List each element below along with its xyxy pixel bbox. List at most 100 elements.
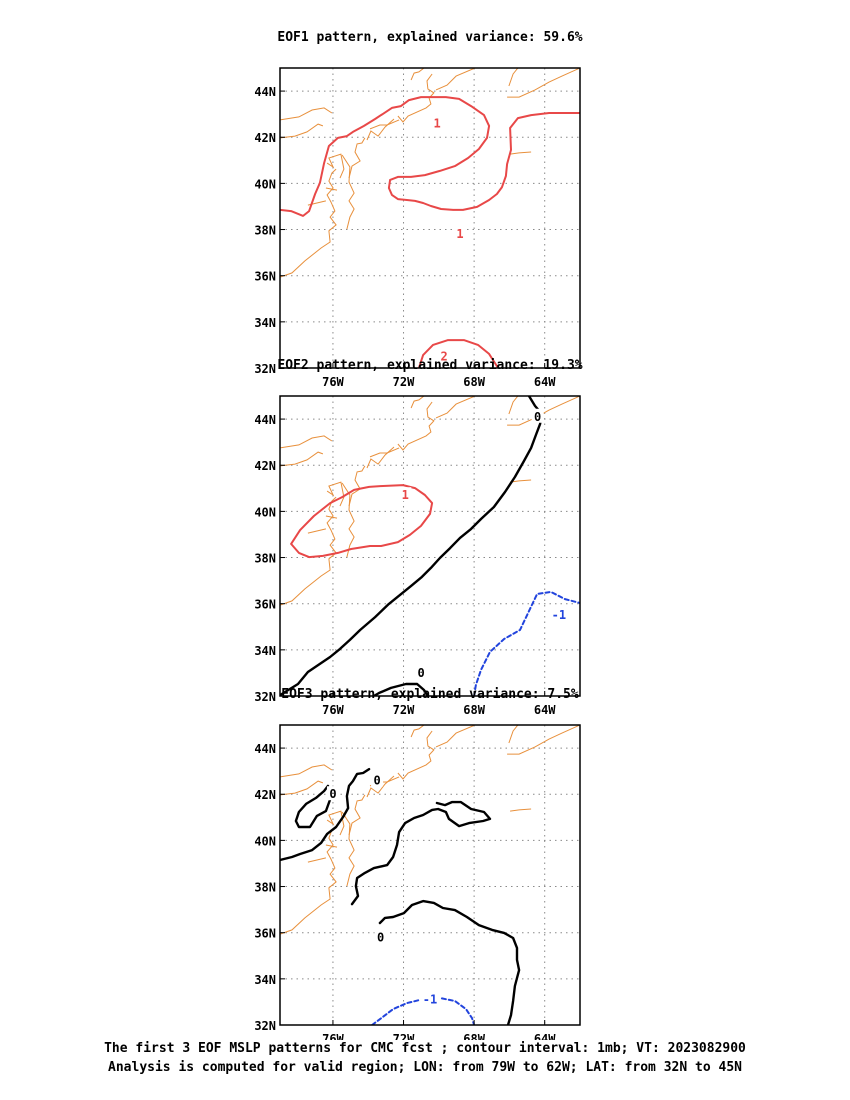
contour-label-mask bbox=[415, 664, 428, 679]
y-tick-label: 34N bbox=[254, 973, 276, 987]
coastline-segment bbox=[326, 481, 345, 507]
coastline-segment bbox=[325, 844, 338, 848]
y-tick-label: 40N bbox=[254, 505, 276, 519]
y-tick-label: 36N bbox=[254, 927, 276, 941]
panel-title: EOF3 pattern, explained variance: 7.5% bbox=[281, 687, 579, 702]
coastline-segment bbox=[280, 764, 333, 778]
coastline-segment bbox=[325, 187, 338, 191]
contour-label-mask bbox=[371, 772, 384, 787]
grid-lines bbox=[280, 725, 580, 1026]
plot-frame bbox=[279, 395, 581, 697]
coastline-segment bbox=[410, 725, 425, 738]
coastline-segment bbox=[326, 810, 345, 836]
coastline-segment bbox=[348, 137, 366, 179]
y-tick-label: 44N bbox=[254, 85, 276, 99]
coastline-segment bbox=[508, 725, 519, 744]
y-tick-label: 44N bbox=[254, 742, 276, 756]
y-tick-label: 34N bbox=[254, 316, 276, 330]
coastline-segment bbox=[280, 123, 324, 139]
panel-title: EOF2 pattern, explained variance: 19.3% bbox=[277, 358, 582, 373]
coastline-segment bbox=[369, 447, 400, 458]
contour-label-mask bbox=[438, 348, 451, 363]
y-tick-label: 44N bbox=[254, 413, 276, 427]
caption-line-1: The first 3 EOF MSLP patterns for CMC fc… bbox=[104, 1041, 746, 1056]
coastline-segment bbox=[510, 808, 532, 812]
contour-positive bbox=[280, 96, 580, 217]
contour-lines bbox=[280, 96, 580, 368]
y-tick-label: 36N bbox=[254, 270, 276, 284]
contour-zero bbox=[378, 899, 521, 1025]
coastline-segment bbox=[507, 725, 580, 755]
coastline-segment bbox=[341, 154, 355, 230]
coastline-segment bbox=[280, 451, 324, 467]
contour-lines bbox=[280, 396, 580, 696]
coastline-segment bbox=[307, 857, 327, 863]
coastline-segment bbox=[348, 794, 366, 836]
coastline-segment bbox=[326, 153, 345, 179]
x-tick-label: 72W bbox=[393, 1032, 415, 1040]
contour-label-mask bbox=[548, 607, 569, 622]
contour-negative bbox=[473, 590, 580, 696]
y-tick-label: 42N bbox=[254, 788, 276, 802]
y-tick-label: 38N bbox=[254, 552, 276, 566]
coastline-segment bbox=[435, 725, 476, 748]
coastline-segment bbox=[280, 780, 324, 796]
contour-zero bbox=[280, 767, 371, 862]
y-tick-label: 40N bbox=[254, 834, 276, 848]
panel-eof3: EOF3 pattern, explained variance: 7.5% 0 0… bbox=[254, 687, 581, 1040]
coastline-segment bbox=[410, 68, 425, 81]
y-tick-label: 34N bbox=[254, 644, 276, 658]
coastline-segment bbox=[508, 68, 519, 87]
contour-label: 0 bbox=[534, 410, 541, 424]
contour-label: -1 bbox=[552, 608, 566, 622]
contour-label: 0 bbox=[418, 666, 425, 680]
coastline-segment bbox=[435, 396, 476, 419]
contour-label: 1 bbox=[456, 227, 463, 241]
grid-lines bbox=[280, 396, 580, 697]
x-tick-label: 72W bbox=[393, 703, 415, 717]
coastline-segment bbox=[397, 73, 435, 123]
caption-line-2: Analysis is computed for valid region; L… bbox=[108, 1060, 742, 1075]
contour-label-mask bbox=[531, 408, 544, 423]
y-tick-label: 36N bbox=[254, 598, 276, 612]
y-tick-label: 38N bbox=[254, 881, 276, 895]
y-tick-label: 42N bbox=[254, 131, 276, 145]
plot-frame bbox=[279, 724, 581, 1026]
panel-title: EOF1 pattern, explained variance: 59.6% bbox=[277, 30, 582, 45]
coastline-segment bbox=[280, 107, 333, 121]
x-tick-label: 68W bbox=[463, 1032, 485, 1040]
x-tick-label: 68W bbox=[463, 375, 485, 389]
y-tick-label: 32N bbox=[254, 362, 276, 376]
y-tick-label: 32N bbox=[254, 690, 276, 704]
contour-positive bbox=[290, 484, 434, 559]
contour-label: 0 bbox=[329, 787, 336, 801]
coastline bbox=[280, 68, 580, 278]
contour-positive bbox=[417, 339, 500, 368]
grid-lines bbox=[280, 68, 580, 369]
contour-label-mask bbox=[399, 487, 412, 502]
contour-label-mask bbox=[374, 929, 387, 944]
x-tick-label: 76W bbox=[322, 375, 344, 389]
contour-label-mask bbox=[431, 115, 444, 130]
panel-eof1: EOF1 pattern, explained variance: 59.6% 1… bbox=[254, 30, 582, 389]
x-tick-label: 68W bbox=[463, 703, 485, 717]
eof-figure: EOF1 pattern, explained variance: 59.6% 1… bbox=[254, 30, 582, 1040]
x-tick-label: 76W bbox=[322, 703, 344, 717]
coastline-segment bbox=[280, 496, 337, 606]
x-tick-label: 76W bbox=[322, 1032, 344, 1040]
y-tick-label: 42N bbox=[254, 459, 276, 473]
contour-label: 2 bbox=[441, 349, 448, 363]
coastline-segment bbox=[341, 482, 355, 558]
coastline-segment bbox=[348, 465, 366, 507]
coastline-segment bbox=[325, 515, 338, 519]
coastline-segment bbox=[507, 68, 580, 98]
contour-lines bbox=[280, 767, 521, 1025]
coastline-segment bbox=[280, 825, 337, 935]
coastline-segment bbox=[369, 119, 400, 130]
x-tick-label: 64W bbox=[534, 1032, 556, 1040]
contour-label-mask bbox=[420, 991, 440, 1006]
contour-label: 0 bbox=[377, 930, 384, 944]
coastline-segment bbox=[341, 811, 355, 887]
coastline-segment bbox=[508, 396, 519, 415]
contour-zero bbox=[372, 682, 430, 696]
